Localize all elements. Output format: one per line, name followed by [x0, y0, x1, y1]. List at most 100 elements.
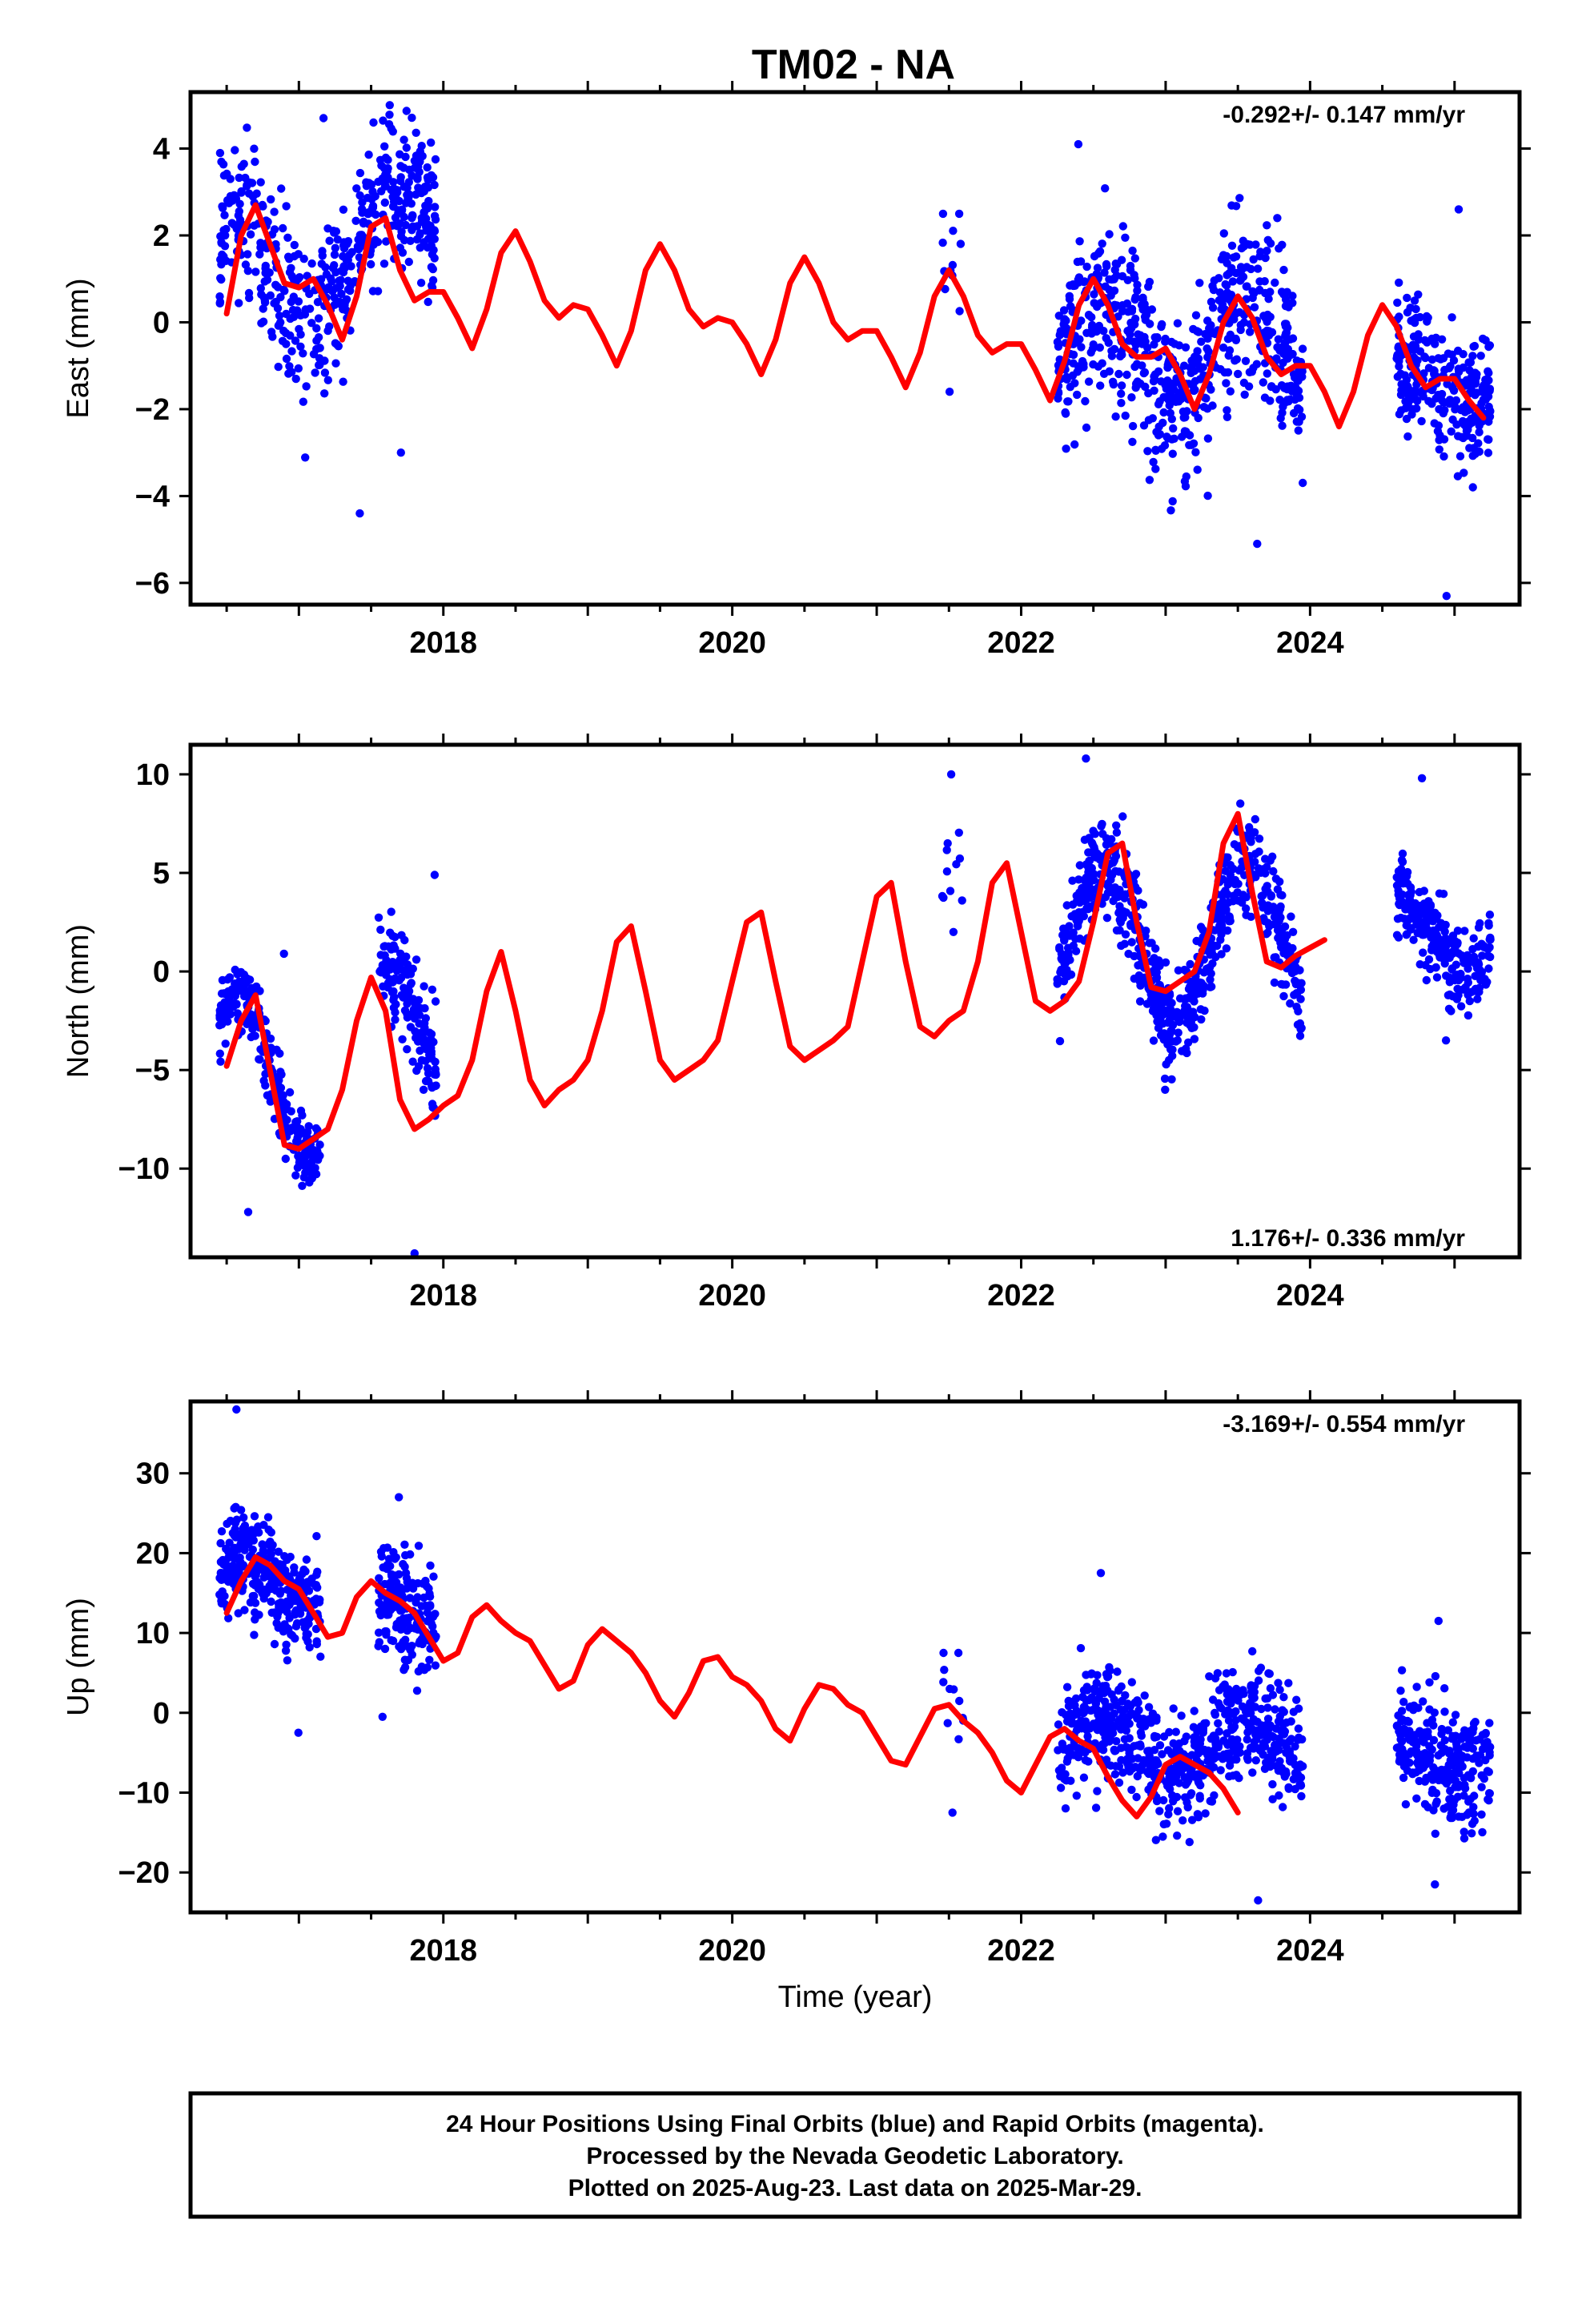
data-point: [1168, 449, 1178, 458]
data-point: [1178, 1816, 1187, 1825]
data-point: [1485, 1719, 1494, 1727]
data-point: [1235, 1742, 1244, 1751]
data-point: [314, 314, 323, 323]
data-point: [218, 202, 227, 211]
data-point: [938, 891, 947, 901]
data-point: [352, 184, 361, 193]
data-point: [1077, 316, 1086, 325]
data-point: [1485, 935, 1494, 944]
east-frame: [188, 90, 1522, 607]
data-point: [1174, 966, 1183, 975]
data-point: [309, 1596, 319, 1605]
data-point: [353, 244, 363, 253]
data-point: [1127, 304, 1137, 313]
data-point: [1279, 265, 1288, 275]
data-point: [1182, 1044, 1191, 1053]
data-point: [1102, 914, 1112, 923]
data-point: [393, 187, 402, 197]
data-point: [1266, 396, 1275, 405]
data-point: [414, 1667, 423, 1676]
data-point: [1431, 1789, 1441, 1798]
data-point: [1471, 379, 1480, 388]
data-point: [1104, 338, 1113, 348]
data-point: [403, 1626, 412, 1635]
data-point: [1398, 858, 1407, 866]
data-point: [1436, 355, 1445, 364]
data-point: [1471, 368, 1480, 377]
data-point: [380, 198, 389, 207]
data-point: [1127, 1785, 1136, 1795]
data-point: [1163, 1040, 1172, 1049]
data-point: [1451, 975, 1460, 985]
data-point: [1105, 1663, 1114, 1672]
data-point: [1095, 247, 1105, 256]
data-point: [1447, 1809, 1456, 1818]
data-point: [1192, 936, 1201, 946]
data-point: [294, 364, 303, 373]
data-point: [1393, 350, 1402, 360]
data-point: [417, 142, 426, 151]
data-point: [1097, 1721, 1106, 1731]
data-point: [1270, 978, 1279, 987]
data-point: [283, 233, 292, 242]
data-point: [1075, 934, 1085, 943]
data-point: [1242, 282, 1251, 291]
data-point: [270, 1639, 279, 1649]
data-point: [300, 1623, 309, 1632]
data-point: [414, 1062, 424, 1071]
data-point: [391, 944, 400, 953]
data-point: [1090, 1696, 1098, 1705]
data-point: [395, 1642, 404, 1651]
data-point: [421, 1601, 430, 1610]
data-point: [1223, 406, 1231, 415]
data-point: [414, 183, 423, 192]
data-point: [1110, 1770, 1120, 1779]
data-point: [1484, 921, 1493, 930]
data-point: [1173, 1014, 1182, 1023]
data-point: [243, 1019, 251, 1029]
data-point: [954, 828, 964, 838]
data-point: [1169, 1739, 1178, 1748]
data-point: [307, 1150, 316, 1160]
data-point: [1430, 419, 1439, 428]
data-point: [1484, 1796, 1493, 1805]
data-point: [1275, 908, 1283, 917]
data-point: [1232, 355, 1242, 364]
data-point: [1102, 1670, 1111, 1679]
data-point: [1247, 264, 1255, 274]
data-point: [1130, 1763, 1140, 1771]
data-point: [1415, 887, 1424, 897]
up-rate-label: -3.169+/- 0.554 mm/yr: [1223, 1411, 1465, 1437]
data-point: [1242, 904, 1251, 913]
data-point: [1059, 306, 1069, 315]
data-point: [1460, 1827, 1468, 1836]
data-point: [237, 1537, 246, 1546]
data-point: [231, 965, 239, 975]
data-point: [275, 1049, 284, 1058]
data-point: [374, 913, 383, 923]
data-point: [423, 1663, 432, 1672]
data-point: [1439, 890, 1448, 899]
data-point: [400, 1663, 410, 1672]
data-point: [1235, 194, 1244, 203]
data-point: [224, 1614, 233, 1622]
data-point: [261, 268, 270, 278]
data-point: [219, 171, 229, 180]
data-point: [239, 159, 248, 168]
data-point: [279, 223, 287, 233]
data-point: [1151, 464, 1160, 473]
data-point: [281, 1154, 290, 1164]
data-point: [1445, 399, 1454, 408]
data-point: [1282, 1718, 1291, 1727]
data-point: [396, 162, 405, 171]
data-point: [1435, 431, 1444, 440]
data-point: [286, 331, 295, 340]
data-point: [1464, 978, 1473, 987]
data-point: [1395, 899, 1403, 908]
data-point: [954, 209, 964, 219]
data-point: [1414, 290, 1423, 299]
y-tick-label: 10: [136, 758, 170, 792]
data-point: [369, 237, 379, 246]
data-point: [1193, 1810, 1203, 1819]
data-point: [1293, 376, 1302, 385]
